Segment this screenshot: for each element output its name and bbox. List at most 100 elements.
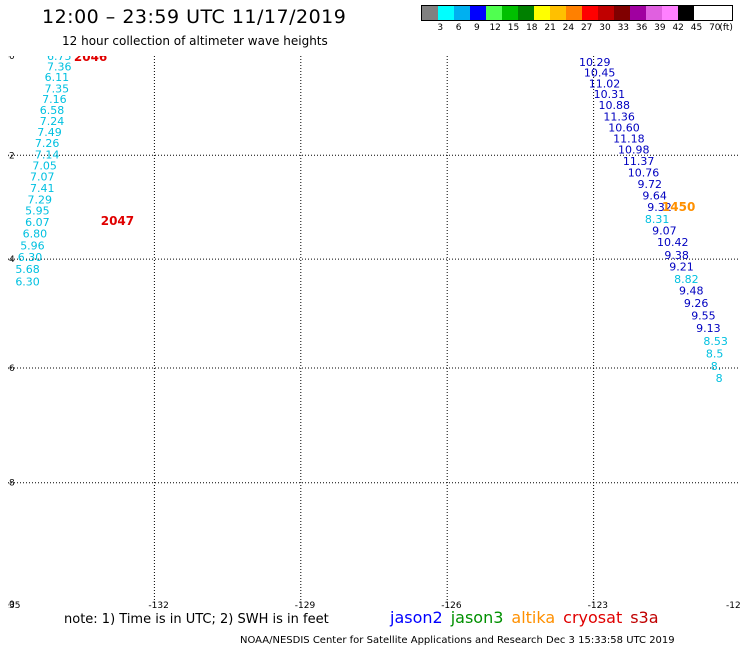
wave-height-label: 7.05 — [32, 159, 57, 172]
wave-height-label: 10.88 — [598, 99, 630, 112]
legend-swatch — [470, 6, 486, 20]
lat-tick-label: -60 — [8, 600, 15, 610]
wave-height-label: 11.37 — [623, 155, 655, 168]
satellite-jason2: jason2 — [390, 608, 443, 627]
legend-label: 39 — [654, 23, 666, 33]
legend-swatch — [534, 6, 550, 20]
legend-swatch — [438, 6, 454, 20]
lon-tick-label: -129 — [295, 601, 316, 610]
wave-height-label: 6.07 — [25, 216, 50, 229]
wave-height-label: 7.35 — [45, 82, 70, 95]
wave-height-label: 7.14 — [35, 148, 60, 161]
legend-swatch — [566, 6, 582, 20]
legend-label: 42 — [672, 23, 684, 33]
pass-time-label: 2046 — [74, 56, 107, 64]
wave-height-label: 7.07 — [30, 171, 55, 184]
wave-height-label: 10.31 — [594, 88, 626, 101]
wave-height-label: 5.95 — [25, 205, 50, 218]
wave-height-label: 9.13 — [696, 322, 721, 335]
footnote: note: 1) Time is in UTC; 2) SWH is in fe… — [64, 612, 329, 627]
wave-height-label: 10.45 — [584, 67, 616, 80]
wave-height-label: 11.36 — [603, 111, 635, 124]
wave-height-label: 10.29 — [579, 56, 611, 69]
wave-height-label: 8.31 — [645, 213, 670, 226]
legend-swatch — [486, 6, 502, 20]
satellite-altika: altika — [511, 608, 556, 627]
legend-label: 15 — [507, 23, 520, 33]
legend-swatch — [662, 6, 678, 20]
wave-height-label: 11.18 — [613, 133, 645, 146]
lon-tick-label: -135 — [8, 601, 20, 610]
credit-line: NOAA/NESDIS Center for Satellite Applica… — [240, 635, 675, 646]
legend-label: 27 — [580, 23, 593, 33]
wave-height-label: 10.60 — [608, 122, 640, 135]
legend-swatch — [630, 6, 646, 20]
pass-time-label: 2047 — [101, 214, 134, 228]
lat-tick-label: -58 — [8, 479, 15, 489]
wave-height-label: 9.26 — [684, 297, 709, 310]
wave-height-label: 9.55 — [691, 310, 716, 323]
legend-label: 45 — [690, 23, 703, 33]
satellite-cryosat: cryosat — [563, 608, 623, 627]
wave-height-label: 8.53 — [703, 335, 728, 348]
satellite-jason3: jason3 — [450, 608, 504, 627]
legend-swatches — [421, 5, 733, 21]
legend-label: 36 — [635, 23, 648, 33]
legend-label: 24 — [562, 23, 575, 33]
wave-height-label: 9.07 — [652, 225, 677, 238]
wave-height-label: 9.72 — [638, 178, 663, 191]
wave-height-label: 9.38 — [664, 249, 689, 262]
legend-label: 18 — [526, 23, 538, 33]
legend-swatch — [422, 6, 438, 20]
legend-label: 70 — [709, 23, 721, 33]
legend-swatch — [598, 6, 614, 20]
wave-height-label: 10.76 — [628, 167, 660, 180]
lat-tick-label: -56 — [8, 364, 15, 374]
lon-tick-label: -12 — [726, 601, 740, 610]
legend-label: 33 — [617, 23, 630, 33]
wave-height-label: 7.41 — [30, 182, 55, 195]
wave-height-label: 9.32 — [647, 201, 672, 214]
wave-height-label: 6.75 — [47, 56, 72, 63]
wave-height-label: 7.36 — [47, 61, 72, 74]
lat-tick-label: -54 — [8, 255, 15, 265]
wave-height-label: 7.49 — [37, 126, 62, 139]
legend-swatch — [614, 6, 630, 20]
wave-height-label: 5.96 — [20, 239, 45, 252]
lon-tick-label: -126 — [441, 601, 462, 610]
legend-swatch — [582, 6, 598, 20]
legend-swatch — [518, 6, 534, 20]
legend-swatch — [454, 6, 470, 20]
wave-height-label: 6.58 — [40, 104, 65, 117]
legend-swatch — [502, 6, 518, 20]
satellite-s3a: s3a — [630, 608, 659, 627]
lat-tick-label: -50 — [8, 56, 15, 62]
wave-height-label: 9.21 — [669, 261, 694, 274]
legend-label: 3 — [437, 23, 444, 33]
lon-tick-label: -123 — [588, 601, 608, 610]
wave-height-label: 9.48 — [679, 285, 704, 298]
wave-height-label: 8.82 — [674, 273, 699, 286]
satellite-legend: jason2 jason3 altika cryosat s3a — [390, 608, 667, 627]
legend-label: 6 — [455, 23, 462, 33]
chart-subtitle: 12 hour collection of altimeter wave hei… — [62, 34, 328, 48]
legend-swatch — [550, 6, 566, 20]
wave-height-label: 8 — [716, 372, 723, 385]
wave-height-label: 10.42 — [657, 236, 689, 249]
legend-labels: 3 6 9 12 15 18 21 24 27 30 33 36 39 42 45 70 (ft) — [421, 21, 733, 33]
legend-swatch — [678, 6, 694, 20]
color-legend: 3 6 9 12 15 18 21 24 27 30 33 36 39 42 45 70 (ft) — [421, 5, 733, 33]
wave-height-map: -50 -52 -54 -56 -58 -60-135 -132 -129 -126 -123 -1… — [8, 56, 740, 610]
lat-tick-label: -52 — [8, 151, 15, 161]
wave-height-label: 8.5 — [706, 348, 724, 361]
wave-height-label: 6.11 — [45, 71, 70, 84]
wave-height-label: 10.98 — [618, 144, 650, 157]
lon-tick-label: -132 — [148, 601, 168, 610]
wave-height-label: 7.26 — [35, 137, 60, 150]
wave-height-label: 11.02 — [589, 77, 621, 90]
wave-height-label: 9.64 — [642, 190, 667, 203]
pass-time-label: 1450 — [662, 200, 695, 214]
wave-height-label: 7.16 — [42, 93, 67, 106]
wave-height-label: 5.68 — [15, 263, 40, 276]
legend-swatch — [646, 6, 662, 20]
